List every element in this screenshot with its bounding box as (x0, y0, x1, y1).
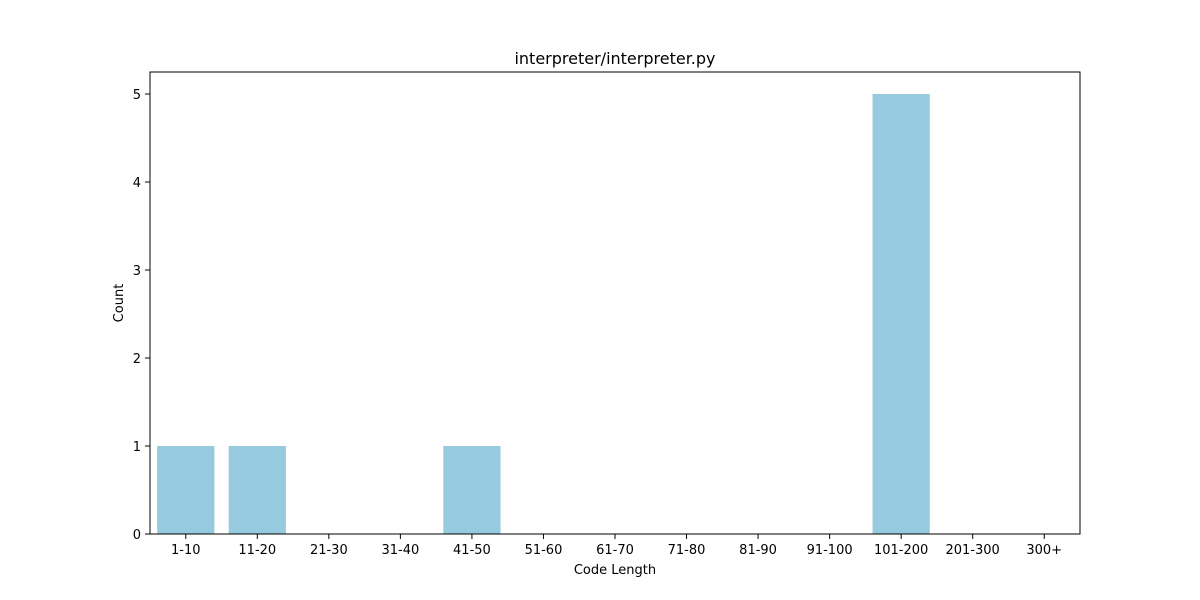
x-ticks-group: 1-10 11-20 21-30 31-40 41-50 51-60 61-70 71-80 8… (171, 534, 1062, 558)
bar-1-10 (157, 446, 215, 534)
x-tick-label: 51-60 (525, 543, 563, 558)
chart-title: interpreter/interpreter.py (514, 49, 715, 68)
x-tick-label: 61-70 (596, 543, 634, 558)
y-tick-label: 2 (133, 352, 141, 367)
x-tick-label: 300+ (1026, 543, 1062, 558)
y-tick-label: 0 (133, 528, 141, 543)
x-tick-label: 101-200 (874, 543, 928, 558)
y-tick-label: 3 (133, 264, 141, 279)
x-tick-label: 201-300 (946, 543, 1000, 558)
x-tick-label: 41-50 (453, 543, 491, 558)
x-tick-label: 11-20 (238, 543, 276, 558)
x-tick-label: 21-30 (310, 543, 348, 558)
x-tick-label: 1-10 (171, 543, 201, 558)
y-tick-label: 4 (133, 176, 141, 191)
x-tick-label: 91-100 (807, 543, 853, 558)
y-tick-label: 5 (133, 88, 141, 103)
bars-group (157, 94, 930, 534)
x-axis-label: Code Length (574, 563, 656, 578)
x-tick-label: 71-80 (668, 543, 706, 558)
bar-101-200 (872, 94, 930, 534)
x-tick-label: 31-40 (381, 543, 419, 558)
y-axis-label: Count (112, 284, 127, 323)
bar-41-50 (443, 446, 501, 534)
x-tick-label: 81-90 (739, 543, 777, 558)
y-ticks-group: 0 1 2 3 4 5 (133, 88, 150, 543)
plot-frame (149, 71, 1081, 535)
bar-11-20 (228, 446, 286, 534)
y-tick-label: 1 (133, 440, 141, 455)
